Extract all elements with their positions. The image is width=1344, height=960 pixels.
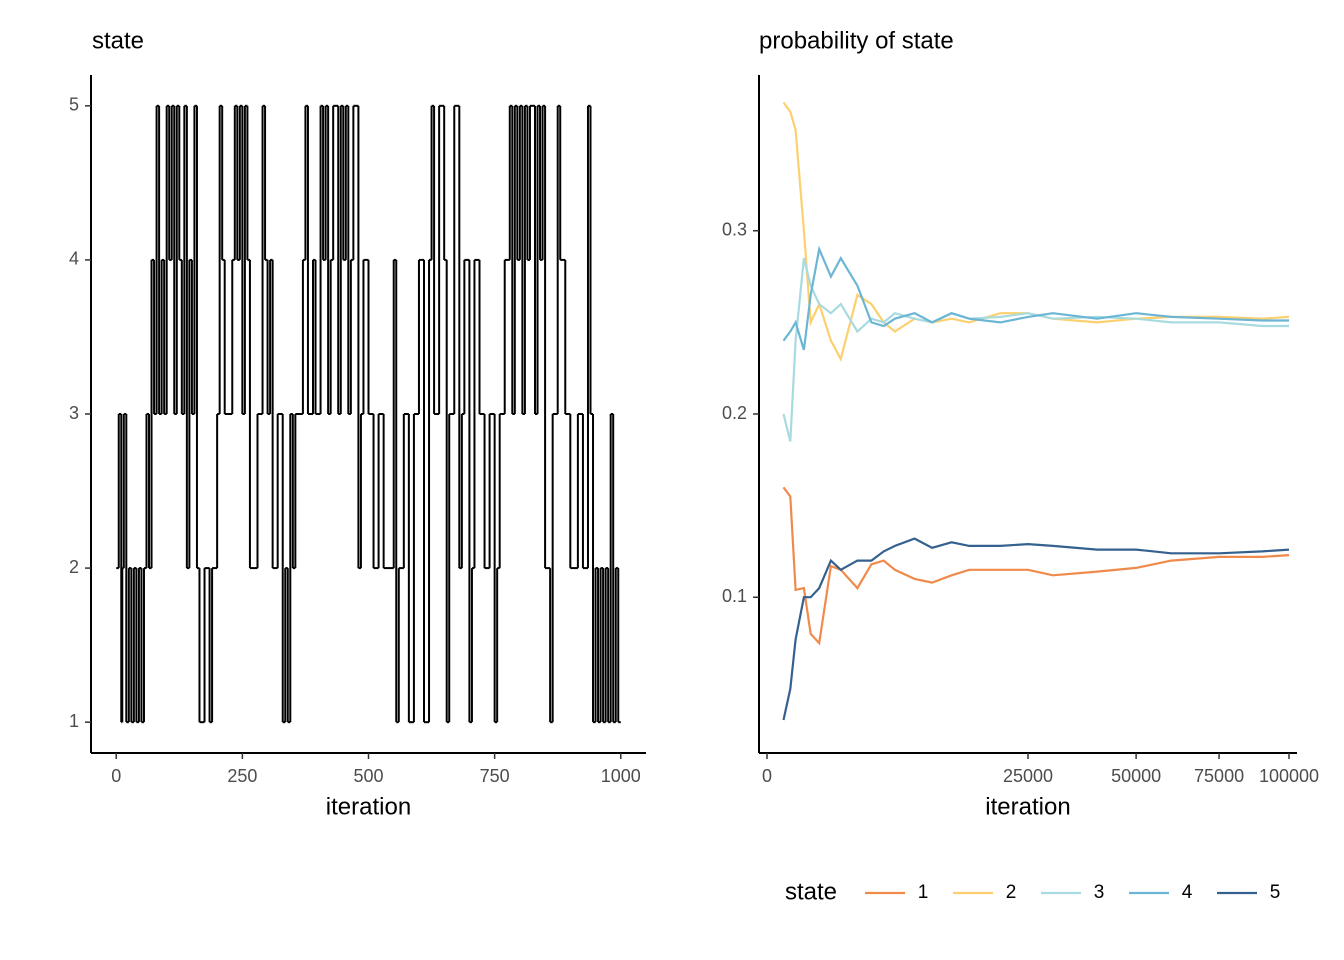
y-tick-label: 1: [69, 711, 79, 731]
series-line: [782, 486, 1290, 646]
x-tick-label: 750: [480, 766, 510, 786]
legend-label: 4: [1182, 882, 1193, 903]
x-tick-label: 50000: [1111, 766, 1161, 786]
x-tick-label: 25000: [1003, 766, 1053, 786]
x-axis-title: iteration: [326, 793, 411, 820]
series-line: [782, 537, 1290, 721]
legend-label: 5: [1270, 882, 1281, 903]
x-tick-label: 0: [111, 766, 121, 786]
x-tick-label: 75000: [1194, 766, 1244, 786]
y-tick-label: 3: [69, 403, 79, 423]
x-tick-label: 500: [353, 766, 383, 786]
panel-title: probability of state: [759, 27, 954, 54]
x-axis-title: iteration: [985, 793, 1070, 820]
x-tick-label: 250: [227, 766, 257, 786]
x-tick-label: 100000: [1259, 766, 1319, 786]
y-tick-label: 0.2: [722, 403, 747, 423]
y-tick-label: 4: [69, 249, 79, 269]
series-line: [782, 257, 1289, 442]
y-tick-label: 0.1: [722, 586, 747, 606]
series-line: [782, 245, 1289, 351]
x-tick-label: 1000: [601, 766, 641, 786]
legend-label: 1: [918, 882, 929, 903]
legend-label: 3: [1094, 882, 1105, 903]
legend-title: state: [785, 878, 837, 905]
y-tick-label: 0.3: [722, 220, 747, 240]
x-tick-label: 0: [762, 766, 772, 786]
legend-label: 2: [1006, 882, 1017, 903]
y-tick-label: 2: [69, 557, 79, 577]
y-tick-label: 5: [69, 95, 79, 115]
panel-title: state: [92, 27, 144, 54]
